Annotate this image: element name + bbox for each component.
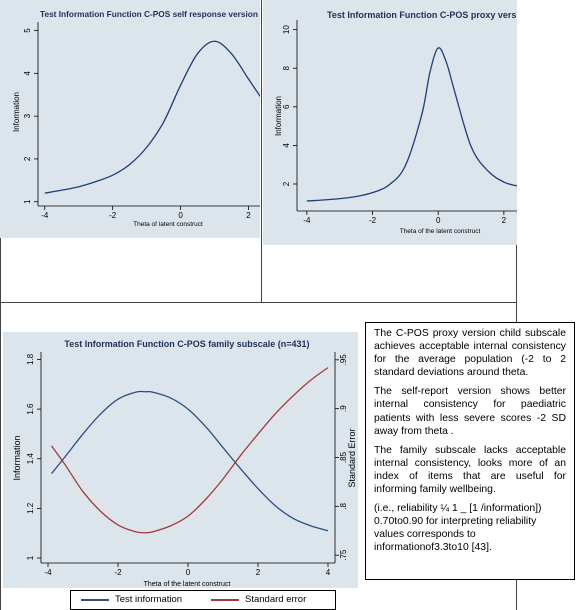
series-line-test-information [50,390,329,532]
family-subscale-chart-panel: Test Information Function C-POS family s… [3,332,358,588]
y-tick-label: 1.4 [26,453,35,465]
y-tick-label: 1.2 [26,502,35,514]
chart-title: Test Information Function C-POS family s… [64,339,309,349]
legend-label-test-information: Test information [115,594,183,605]
x-axis-label: Theta of the latent construct [144,581,231,588]
x-tick-label: -2 [109,211,117,220]
frame-line-divider-horizontal [0,302,517,303]
x-tick-label: -4 [44,568,52,577]
y2-tick-label: .8 [339,502,348,509]
series-line-standard-error [50,367,329,534]
x-tick-label: 0 [186,568,191,577]
series-line-information [306,47,518,202]
y-tick-label: 4 [23,71,32,76]
y2-tick-label: .75 [339,549,348,561]
y-tick-label: 1 [23,199,32,204]
x-tick-label: -2 [114,568,122,577]
legend-label-standard-error: Standard error [245,594,307,605]
interpretation-notes-box: The C-POS proxy version child subscale a… [365,322,575,580]
x-tick-label: 2 [246,211,251,220]
y-tick-label: 1.8 [26,353,35,365]
x-tick-label: 2 [502,216,507,225]
x-tick-label: 0 [178,211,183,220]
x-tick-label: -4 [303,216,311,225]
family-chart-legend: Test information Standard error [70,590,336,610]
y-tick-label: 2 [23,156,32,161]
self-response-information-chart: Test Information Function C-POS self res… [12,9,273,228]
y-tick-label: 2 [282,181,291,186]
note-family-subscale: The family subscale lacks acceptable int… [374,444,566,496]
frame-line-left [0,0,1,610]
proxy-chart-panel: Test Information Function C-POS proxy ve… [263,0,530,245]
y2-tick-label: .9 [339,405,348,412]
y-tick-label: 10 [282,25,291,34]
y-tick-label: 1 [26,555,35,560]
note-self-report-version: The self-report version shows better int… [374,386,566,437]
x-tick-label: 4 [326,568,331,577]
note-proxy-version: The C-POS proxy version child subscale a… [374,328,566,379]
x-tick-label: -2 [369,216,377,225]
y-tick-label: 5 [23,28,32,33]
series-line-information [44,40,263,194]
y-tick-label: 6 [282,104,291,109]
chart-title: Test Information Function C-POS self res… [40,9,260,19]
y-axis-label: Information [12,92,21,132]
y-tick-label: 4 [282,143,291,148]
y-tick-label: 1.6 [26,403,35,415]
x-axis-label: Theta of latent construct [133,221,203,228]
x-tick-label: 0 [436,216,441,225]
legend-swatch-standard-error [211,599,239,601]
y-tick-label: 3 [23,113,32,118]
family-subscale-information-chart: Test Information Function C-POS family s… [12,339,357,588]
note-reliability-formula: (i.e., reliability ¼ 1 _ [1 /information… [374,503,542,554]
x-axis-label: Theta of the latent construct [400,228,481,235]
y-tick-label: 8 [282,65,291,70]
y2-tick-label: .85 [339,451,348,463]
proxy-information-chart: Test Information Function C-POS proxy ve… [274,10,530,235]
self-response-chart-panel: Test Information Function C-POS self res… [0,0,273,238]
frame-line-divider-vertical [261,0,262,302]
y2-tick-label: .95 [339,354,348,366]
y2-axis-label: Standard Error [347,428,357,487]
legend-swatch-test-information [81,599,109,601]
x-tick-label: -4 [41,211,49,220]
y-axis-label: Information [274,96,283,136]
chart-title: Test Information Function C-POS proxy ve… [327,10,517,20]
x-tick-label: 2 [256,568,261,577]
y-axis-label: Information [12,435,22,480]
